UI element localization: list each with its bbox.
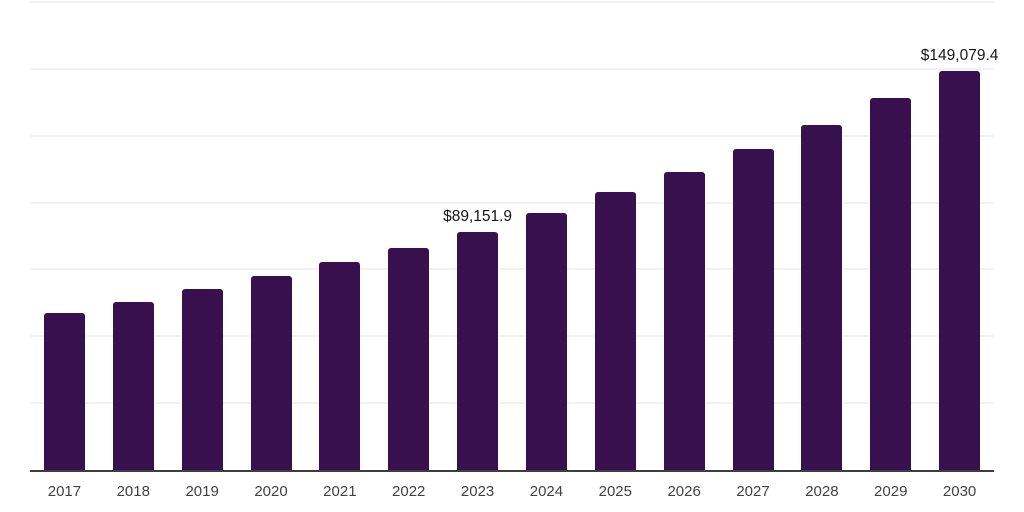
bar-2020 bbox=[250, 276, 292, 470]
bar-slot-2019 bbox=[168, 2, 237, 470]
bar-slots: $89,151.9 $149,079.4 bbox=[30, 2, 998, 470]
value-label-2030: $149,079.4 bbox=[920, 47, 999, 65]
bar-2027 bbox=[732, 149, 774, 470]
bar-slot-2028 bbox=[787, 2, 856, 470]
bar-2019 bbox=[181, 289, 223, 470]
gridline-100000 bbox=[30, 201, 994, 204]
x-tick-label-2030: 2030 bbox=[942, 483, 977, 500]
bar-slot-2030: $149,079.4 bbox=[921, 2, 998, 470]
gridline-175000 bbox=[30, 1, 994, 3]
x-tick-label-2029: 2029 bbox=[874, 483, 908, 500]
x-tick-label-2026: 2026 bbox=[667, 483, 701, 500]
x-tick-label-2020: 2020 bbox=[254, 483, 288, 500]
x-tick-label-2022: 2022 bbox=[392, 483, 426, 500]
gridline-150000 bbox=[30, 67, 994, 70]
x-tick-label-2027: 2027 bbox=[736, 483, 770, 500]
x-axis-labels: 2017 2018 2019 2020 2021 2022 2023 2024 2025 2026… bbox=[30, 482, 994, 502]
bar-slot-2017 bbox=[30, 2, 99, 470]
bar-2023: $89,151.9 bbox=[443, 208, 512, 470]
gridline-75000 bbox=[30, 268, 994, 271]
bar-2026 bbox=[663, 172, 705, 470]
gridline-25000 bbox=[30, 402, 994, 405]
bar-slot-2018 bbox=[99, 2, 168, 470]
x-axis-line bbox=[30, 470, 994, 472]
x-tick-label-2019: 2019 bbox=[185, 483, 219, 500]
bar-2018 bbox=[112, 302, 154, 470]
plot-area: $89,151.9 $149,079.4 bbox=[30, 1, 998, 472]
bar-2029 bbox=[870, 98, 912, 470]
x-tick-label-2028: 2028 bbox=[805, 483, 839, 500]
bar-2021 bbox=[319, 262, 361, 470]
x-tick-label-2025: 2025 bbox=[598, 483, 632, 500]
bar-slot-2021 bbox=[305, 2, 374, 470]
x-tick-label-2021: 2021 bbox=[323, 483, 357, 500]
bar-2025 bbox=[594, 192, 636, 470]
bar-slot-2027 bbox=[719, 2, 788, 470]
bar-slot-2029 bbox=[856, 2, 925, 470]
bar-slot-2026 bbox=[650, 2, 719, 470]
x-tick-label-2024: 2024 bbox=[529, 483, 564, 500]
bar-slot-2024 bbox=[512, 2, 581, 470]
x-tick-label-2018: 2018 bbox=[116, 483, 150, 500]
x-tick-label-2017: 2017 bbox=[47, 483, 82, 500]
bar-slot-2023: $89,151.9 bbox=[443, 2, 512, 470]
bar-2022 bbox=[388, 247, 430, 470]
gridline-125000 bbox=[30, 134, 994, 137]
bar-slot-2025 bbox=[581, 2, 650, 470]
bar-2024 bbox=[525, 213, 567, 470]
bar-slot-2020 bbox=[237, 2, 306, 470]
gridline-50000 bbox=[30, 335, 994, 338]
bar-slot-2022 bbox=[374, 2, 443, 470]
value-label-2023: $89,151.9 bbox=[443, 207, 513, 225]
bar-2017 bbox=[43, 313, 85, 470]
bar-2028 bbox=[801, 125, 843, 470]
x-tick-label-2023: 2023 bbox=[460, 483, 495, 500]
bar-2030: $149,079.4 bbox=[921, 47, 998, 470]
